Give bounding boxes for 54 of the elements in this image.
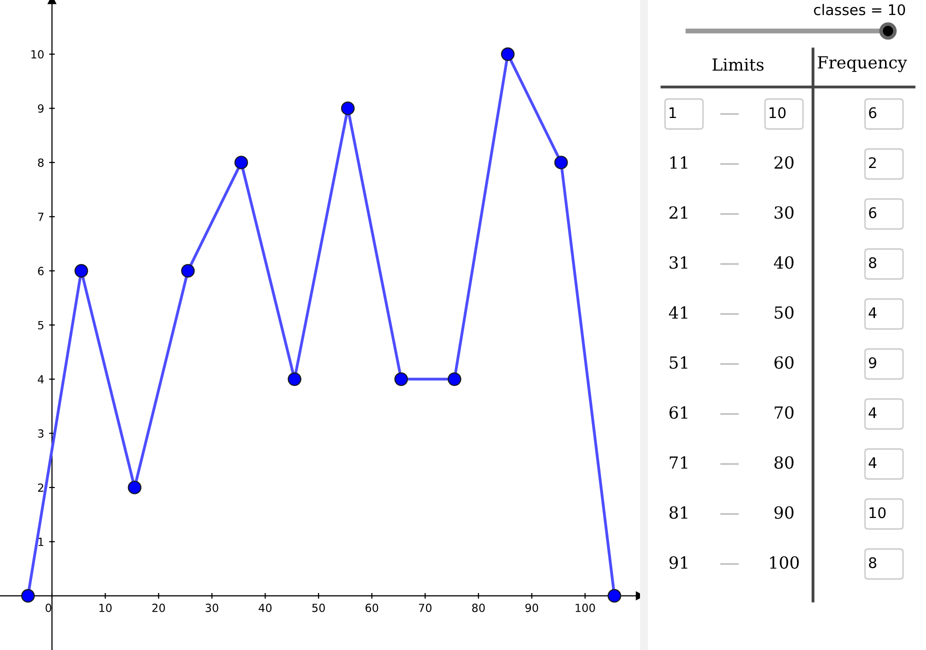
- text: 10: [770, 107, 786, 118]
- y-tick-label: 4: [38, 375, 44, 384]
- y-tick-label: 9: [38, 104, 44, 113]
- text: 31: [670, 256, 688, 269]
- text: 9: [868, 357, 876, 368]
- text: Frequency: [818, 56, 908, 72]
- text: 21: [670, 206, 688, 219]
- y-tick-label: 1: [38, 538, 44, 546]
- x-tick-label: 80: [472, 604, 485, 612]
- text: 30: [774, 206, 794, 219]
- text: 11: [670, 156, 688, 169]
- text: 2: [869, 157, 876, 168]
- text: 4: [868, 457, 876, 468]
- text: 91: [669, 556, 688, 569]
- text: 61: [670, 406, 688, 419]
- text: 40: [774, 256, 794, 269]
- text: 80: [774, 456, 794, 469]
- text: 51: [670, 356, 688, 369]
- x-tick-label: 50: [312, 604, 325, 612]
- text: 8: [868, 557, 876, 568]
- text: 71: [670, 456, 688, 469]
- y-tick-label: 3: [38, 429, 44, 438]
- text: 81: [670, 506, 688, 519]
- text: 20: [774, 156, 794, 169]
- text: 70: [774, 406, 794, 419]
- text: Limits: [712, 58, 764, 71]
- x-tick-label: 100: [576, 604, 595, 612]
- x-tick-label: 30: [206, 604, 218, 612]
- text: 100: [770, 556, 799, 569]
- text: 60: [774, 356, 794, 369]
- x-tick-label: 20: [152, 604, 165, 612]
- y-tick-label: 5: [38, 321, 44, 330]
- x-tick-label: 60: [366, 604, 378, 612]
- y-tick-label: 8: [38, 158, 44, 167]
- text: classes = 10: [814, 4, 906, 16]
- text: 50: [774, 306, 794, 319]
- text: 6: [869, 107, 876, 118]
- y-tick-label: 6: [38, 266, 44, 276]
- text: 1: [670, 107, 676, 118]
- text: 6: [869, 207, 876, 218]
- y-tick-label: 2: [38, 483, 44, 492]
- y-tick-label: 10: [31, 50, 44, 59]
- x-tick-label: 90: [525, 604, 538, 612]
- text: 10: [870, 507, 886, 518]
- y-tick-label: 7: [38, 212, 44, 221]
- x-tick-label: 0: [46, 604, 52, 612]
- text: 4: [868, 307, 876, 318]
- text: 41: [668, 306, 688, 319]
- x-tick-label: 10: [99, 604, 112, 612]
- x-tick-label: 70: [419, 604, 432, 612]
- text: 8: [868, 257, 876, 268]
- text: 90: [774, 506, 794, 519]
- x-tick-label: 40: [258, 604, 272, 612]
- text: 4: [868, 407, 876, 418]
